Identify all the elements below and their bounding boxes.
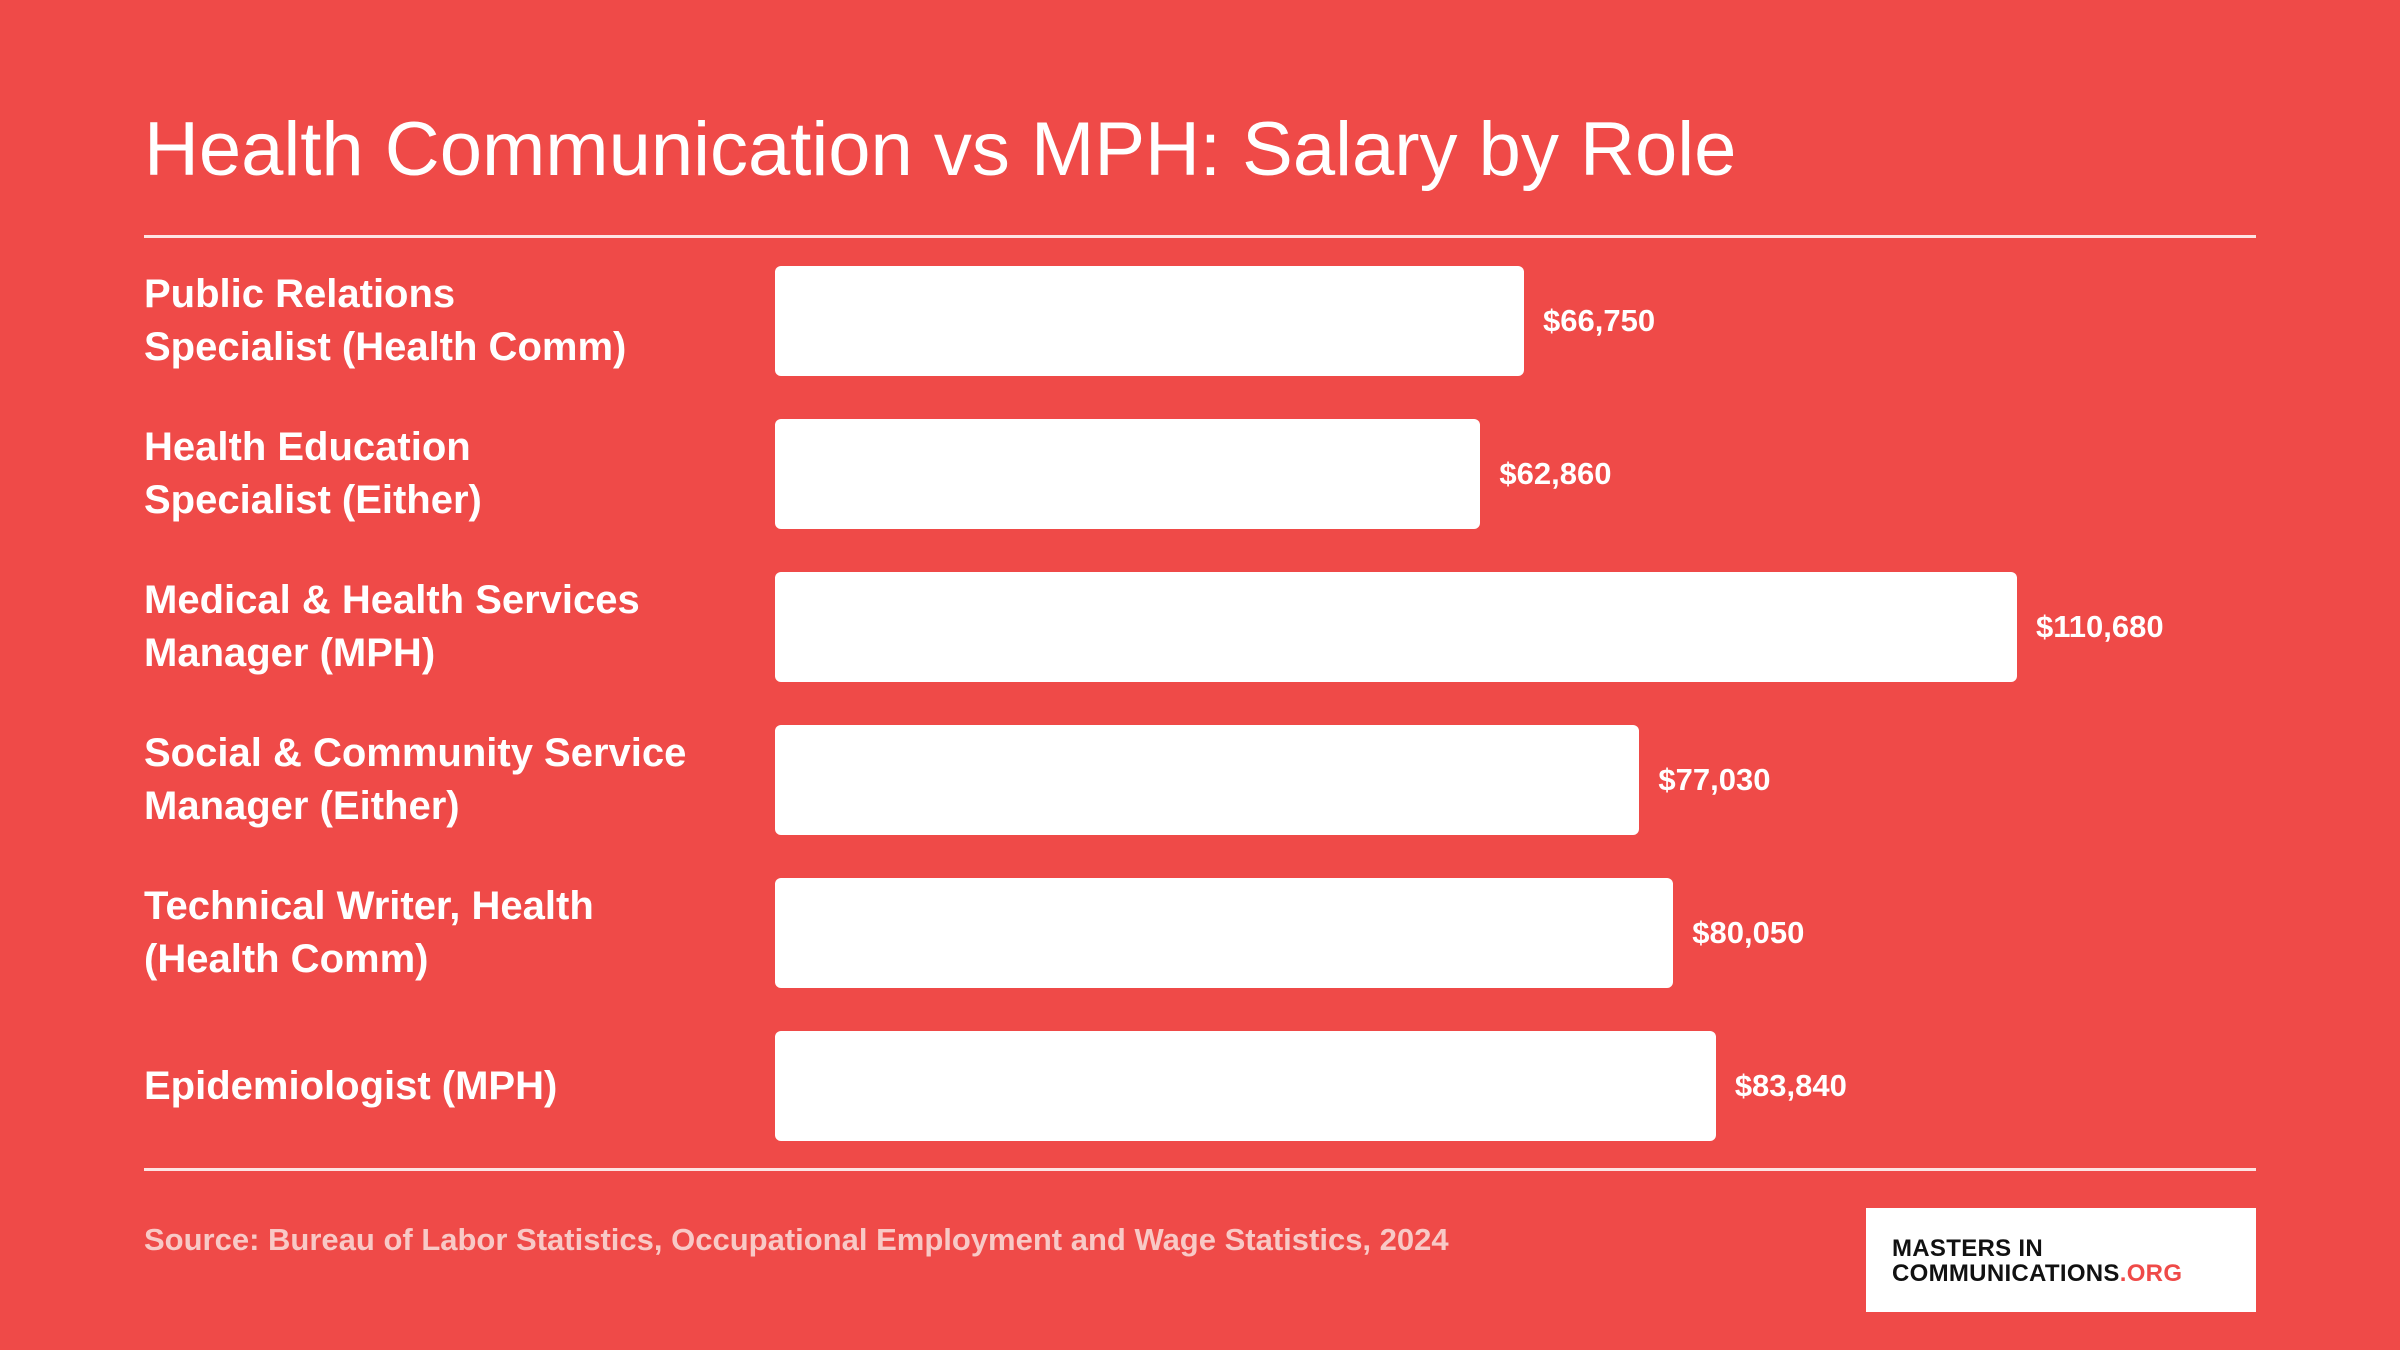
category-label: Medical & Health Services Manager (MPH) [144, 578, 640, 675]
bar [775, 572, 2017, 682]
bar [775, 725, 1640, 835]
category-label: Health Education Specialist (Either) [144, 425, 482, 522]
chart-title: Health Communication vs MPH: Salary by R… [144, 107, 1737, 192]
bar [775, 419, 1481, 529]
logo: MASTERS IN COMMUNICATIONS.ORG [1866, 1208, 2256, 1312]
source-note: Source: Bureau of Labor Statistics, Occu… [144, 1222, 1449, 1257]
logo-line: COMMUNICATIONS [1892, 1260, 2120, 1287]
divider [144, 1168, 2256, 1171]
divider [144, 235, 2256, 238]
logo-line: COMMUNICATIONS.ORG [1892, 1261, 2256, 1286]
value-label: $80,050 [1692, 915, 1805, 950]
bar [775, 1031, 1716, 1141]
value-label: $66,750 [1543, 303, 1656, 338]
bar [775, 266, 1525, 376]
value-label: $77,030 [1658, 762, 1771, 797]
logo-line: MASTERS IN [1892, 1235, 2044, 1262]
value-label: $83,840 [1734, 1068, 1847, 1103]
category-label: Social & Community Service Manager (Eith… [144, 731, 687, 828]
value-label: $62,860 [1499, 456, 1612, 491]
category-label: Technical Writer, Health (Health Comm) [144, 884, 594, 981]
category-label: Epidemiologist (MPH) [144, 1063, 558, 1108]
bar [775, 878, 1674, 988]
category-label: Public Relations Specialist (Health Comm… [144, 272, 627, 369]
value-label: $110,680 [2036, 609, 2164, 644]
logo-suffix: .ORG [2119, 1260, 2183, 1287]
